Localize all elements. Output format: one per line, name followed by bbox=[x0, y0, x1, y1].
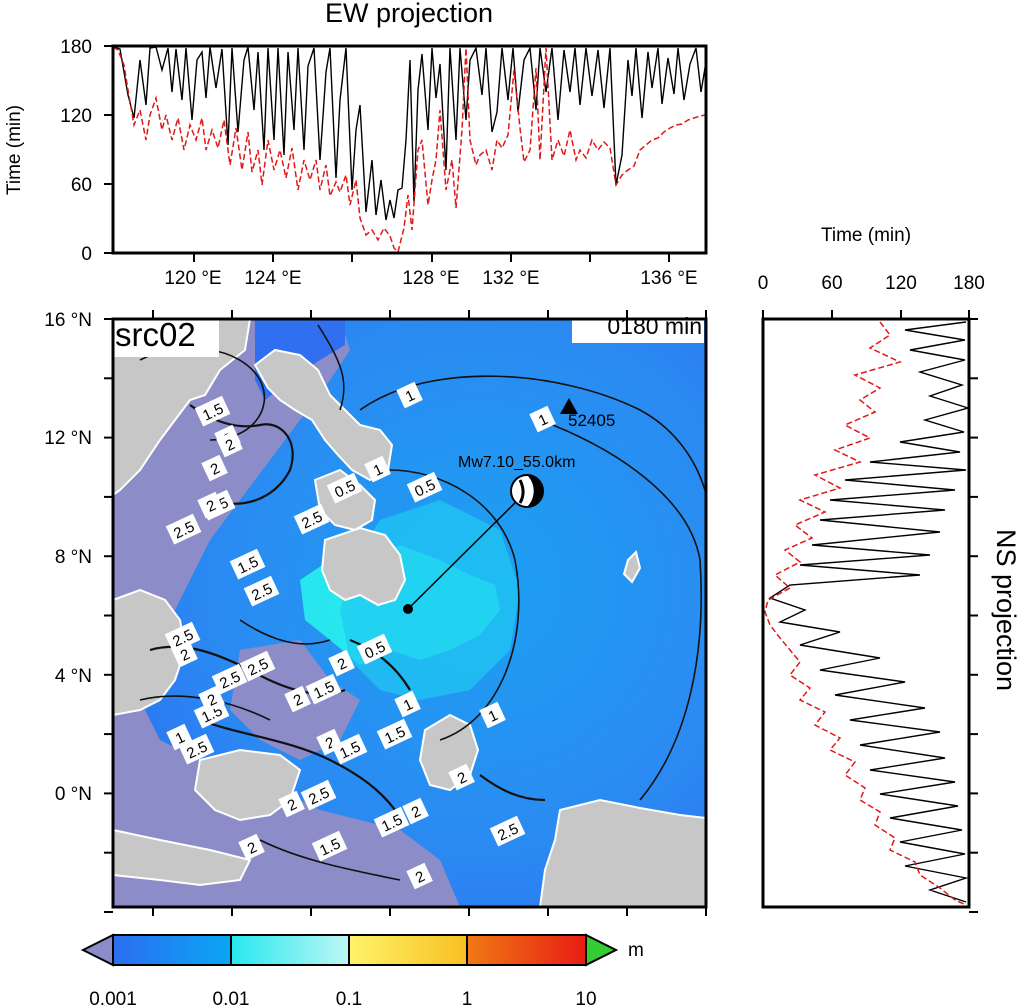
colorbar-tick: 1 bbox=[462, 989, 473, 1008]
contour-label: 1 bbox=[396, 381, 423, 409]
colorbar-low-triangle bbox=[80, 933, 114, 967]
map-lat-tick: 16 °N bbox=[44, 310, 92, 331]
ew-x-tick-labels: 120 °E 124 °E 128 °E 132 °E 136 °E bbox=[164, 253, 698, 289]
contour-label: 1.5 bbox=[194, 395, 231, 427]
contour-label: 1.5 bbox=[305, 673, 342, 705]
contour-label: 1 bbox=[394, 690, 421, 718]
sulawesi-land bbox=[193, 748, 302, 822]
contour-label: 2 bbox=[198, 685, 225, 713]
contour-label: 2 bbox=[216, 430, 243, 458]
contour-label: 2 bbox=[402, 797, 429, 825]
mindanao-land bbox=[320, 526, 407, 607]
ns-panel-title: NS projection bbox=[991, 529, 1017, 691]
map-lat-tick: 4 °N bbox=[55, 666, 92, 687]
map-lat-tick: 12 °N bbox=[44, 428, 92, 449]
contour-label-group: 110.50.5111.51.51.51.51.5222222222.52.52… bbox=[164, 381, 556, 890]
ns-x-tick: 0 bbox=[758, 273, 769, 294]
ew-y-tick-labels: 0 60 120 180 bbox=[60, 37, 113, 265]
ew-panel-title: EW projection bbox=[325, 0, 493, 28]
elapsed-time-label: 0180 min bbox=[607, 313, 702, 339]
contour-label: 1 bbox=[364, 455, 391, 483]
contour-line bbox=[189, 404, 294, 505]
contour-label: 2 bbox=[448, 763, 475, 791]
station-triangle-icon bbox=[560, 398, 578, 414]
ew-x-tick: 120 °E bbox=[164, 268, 221, 289]
contour-label: 1 bbox=[529, 405, 556, 433]
source-label: src02 bbox=[115, 316, 196, 353]
contour-label: 2 bbox=[278, 790, 305, 818]
station-id-label: 52405 bbox=[568, 411, 615, 430]
colorbar-unit-label: m bbox=[628, 940, 644, 961]
contour-label: 1.5 bbox=[376, 718, 413, 750]
ew-x-tick: 128 °E bbox=[402, 268, 459, 289]
contour-label: 2 bbox=[406, 862, 433, 890]
ew-y-tick: 0 bbox=[81, 244, 92, 265]
ew-projection-panel: EW projection Time (min) 0 60 120 180 120 °… bbox=[4, 0, 708, 289]
ew-x-tick: 124 °E bbox=[244, 268, 301, 289]
colorbar-cells bbox=[113, 935, 586, 965]
contour-line bbox=[317, 324, 345, 411]
colorbar-cell bbox=[113, 935, 231, 965]
palau-islet bbox=[622, 550, 642, 584]
ew-simulated-line bbox=[113, 46, 706, 253]
ns-observed-line bbox=[768, 321, 969, 903]
contour-label: 1.5 bbox=[229, 548, 266, 580]
colorbar-cell bbox=[231, 935, 349, 965]
map-lat-tick: 8 °N bbox=[55, 547, 92, 568]
ns-x-tick: 180 bbox=[953, 273, 985, 294]
epicenter-marker bbox=[403, 604, 413, 614]
contour-label: 2 bbox=[238, 833, 265, 861]
map-latitude-labels: 16 °N 12 °N 8 °N 4 °N 0 °N bbox=[44, 310, 92, 805]
contour-label: 2 bbox=[284, 685, 311, 713]
contour-line bbox=[539, 419, 702, 801]
ns-x-tick-labels: 0 60 120 180 bbox=[758, 273, 985, 319]
amplitude-colorbar: 0.001 0.01 0.1 1 10 m bbox=[80, 933, 644, 1008]
colorbar-tick-labels: 0.001 0.01 0.1 1 10 bbox=[89, 935, 597, 1008]
ew-y-tick: 60 bbox=[71, 175, 92, 196]
contour-line bbox=[359, 375, 706, 560]
colorbar-cell bbox=[467, 935, 586, 965]
ns-projection-panel: Time (min) 0 60 120 180 NS projection bbox=[758, 225, 1017, 913]
colorbar-cell bbox=[349, 935, 467, 965]
new-guinea-land bbox=[538, 798, 706, 907]
contour-line bbox=[199, 718, 396, 811]
contour-line bbox=[349, 638, 411, 691]
contour-label: 1.5 bbox=[331, 733, 368, 765]
ew-x-tick: 132 °E bbox=[482, 268, 539, 289]
event-magnitude-label: Mw7.10_55.0km bbox=[458, 454, 575, 471]
colorbar-high-triangle bbox=[585, 933, 619, 967]
asia-mainland-land bbox=[113, 319, 252, 497]
contour-label: 2 bbox=[171, 640, 198, 668]
contour-line bbox=[479, 774, 546, 802]
ns-x-tick: 60 bbox=[821, 273, 842, 294]
ns-x-tick: 120 bbox=[885, 273, 917, 294]
map-lat-tick: 0 °N bbox=[55, 784, 92, 805]
focal-mechanism-icon bbox=[510, 474, 544, 508]
contour-label: 2 bbox=[201, 454, 228, 482]
contour-label: 2 bbox=[328, 649, 355, 677]
contour-label: 2.5 bbox=[239, 650, 276, 682]
colorbar-tick: 0.1 bbox=[336, 989, 362, 1008]
ew-y-axis-label: Time (min) bbox=[4, 105, 25, 195]
rupture-line bbox=[407, 490, 528, 610]
contour-label: 1 bbox=[479, 701, 506, 729]
ns-simulated-line bbox=[764, 321, 967, 906]
ew-x-tick: 136 °E bbox=[640, 268, 697, 289]
colorbar-tick: 10 bbox=[575, 989, 596, 1008]
contour-line bbox=[239, 619, 331, 645]
timor-land bbox=[113, 828, 252, 887]
ew-y-tick: 180 bbox=[60, 37, 92, 58]
contour-label: 2.5 bbox=[165, 513, 202, 545]
colorbar-tick: 0.001 bbox=[89, 989, 137, 1008]
tsunami-map-panel: 52405 Mw7.10_55.0km 110.50.5111.51.51.51… bbox=[44, 310, 708, 916]
ew-y-tick: 120 bbox=[60, 106, 92, 127]
ns-x-axis-label: Time (min) bbox=[821, 225, 911, 246]
land-masses bbox=[113, 319, 706, 907]
ew-observed-line bbox=[113, 46, 706, 221]
contour-label: 2 bbox=[197, 491, 224, 519]
contour-line bbox=[259, 839, 401, 881]
colorbar-tick: 0.01 bbox=[213, 989, 250, 1008]
